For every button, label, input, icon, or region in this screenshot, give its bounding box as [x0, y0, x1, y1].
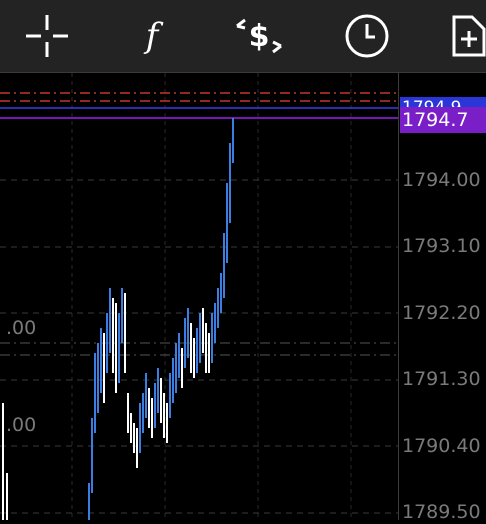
left-price-label: .00 — [6, 317, 37, 339]
period-button[interactable] — [342, 0, 392, 72]
vertical-grid — [71, 73, 352, 520]
candle — [130, 413, 132, 443]
candle — [187, 308, 189, 358]
candle — [124, 293, 126, 373]
candle — [148, 388, 150, 428]
add-button[interactable] — [448, 0, 486, 72]
price-chart[interactable] — [0, 73, 398, 520]
candle — [6, 473, 8, 520]
candle — [133, 423, 135, 453]
chart-area[interactable]: .00 .00 — [0, 73, 398, 520]
indicators-button[interactable]: f — [130, 0, 174, 72]
candle — [229, 143, 231, 223]
crosshair-icon — [26, 15, 68, 57]
price-tick: 1792.20 — [402, 302, 481, 324]
candle — [232, 118, 234, 163]
dollar-arrows-icon: $ — [236, 18, 282, 54]
candle — [142, 393, 144, 433]
toolbar: f $ — [0, 0, 486, 73]
candle — [121, 288, 123, 343]
candle — [118, 313, 120, 383]
ask-price-label: 1794.9 — [400, 97, 486, 109]
candle — [193, 338, 195, 378]
left-price-label: .00 — [6, 414, 37, 436]
candle — [88, 483, 90, 520]
price-tick: 1793.10 — [402, 235, 481, 257]
level-lines — [0, 92, 398, 356]
crosshair-button[interactable] — [22, 0, 72, 72]
candle — [214, 303, 216, 343]
candle — [208, 333, 210, 373]
candle — [163, 393, 165, 438]
candle — [184, 318, 186, 368]
candle — [97, 343, 99, 413]
candle — [91, 418, 93, 493]
trade-button[interactable]: $ — [228, 0, 290, 72]
candle — [181, 348, 183, 388]
candle — [151, 398, 153, 438]
price-axis[interactable]: 1794.00 1793.10 1792.20 1791.30 1790.40 … — [398, 73, 486, 523]
candle — [103, 333, 105, 403]
candle — [100, 328, 102, 393]
candle — [2, 403, 4, 520]
svg-text:$: $ — [249, 19, 270, 54]
candle — [136, 428, 138, 468]
candle — [139, 403, 141, 453]
candle — [109, 288, 111, 353]
bid-price-label: 1794.7 — [400, 107, 486, 133]
candle — [94, 353, 96, 433]
candle — [178, 333, 180, 378]
candles — [2, 118, 234, 520]
price-tick: 1794.00 — [402, 169, 481, 191]
candle — [106, 313, 108, 373]
candle — [157, 368, 159, 413]
candle — [211, 313, 213, 363]
candle — [220, 273, 222, 313]
add-document-icon — [452, 15, 486, 57]
candle — [190, 323, 192, 373]
candle — [154, 383, 156, 428]
candle — [226, 183, 228, 263]
candle — [115, 303, 117, 393]
price-tick: 1791.30 — [402, 368, 481, 390]
candle — [172, 358, 174, 403]
candle — [175, 343, 177, 393]
candle — [223, 233, 225, 298]
price-tick: 1789.50 — [402, 501, 481, 523]
candle — [169, 373, 171, 418]
price-tick: 1790.40 — [402, 435, 481, 457]
candle — [166, 403, 168, 443]
candle — [217, 288, 219, 328]
candle — [199, 313, 201, 363]
candle — [112, 298, 114, 373]
clock-icon — [345, 14, 389, 58]
candle — [160, 378, 162, 423]
candle — [205, 323, 207, 373]
candle — [145, 373, 147, 418]
candle — [127, 393, 129, 433]
candle — [202, 308, 204, 353]
indicators-label: f — [145, 16, 159, 56]
candle — [196, 328, 198, 373]
